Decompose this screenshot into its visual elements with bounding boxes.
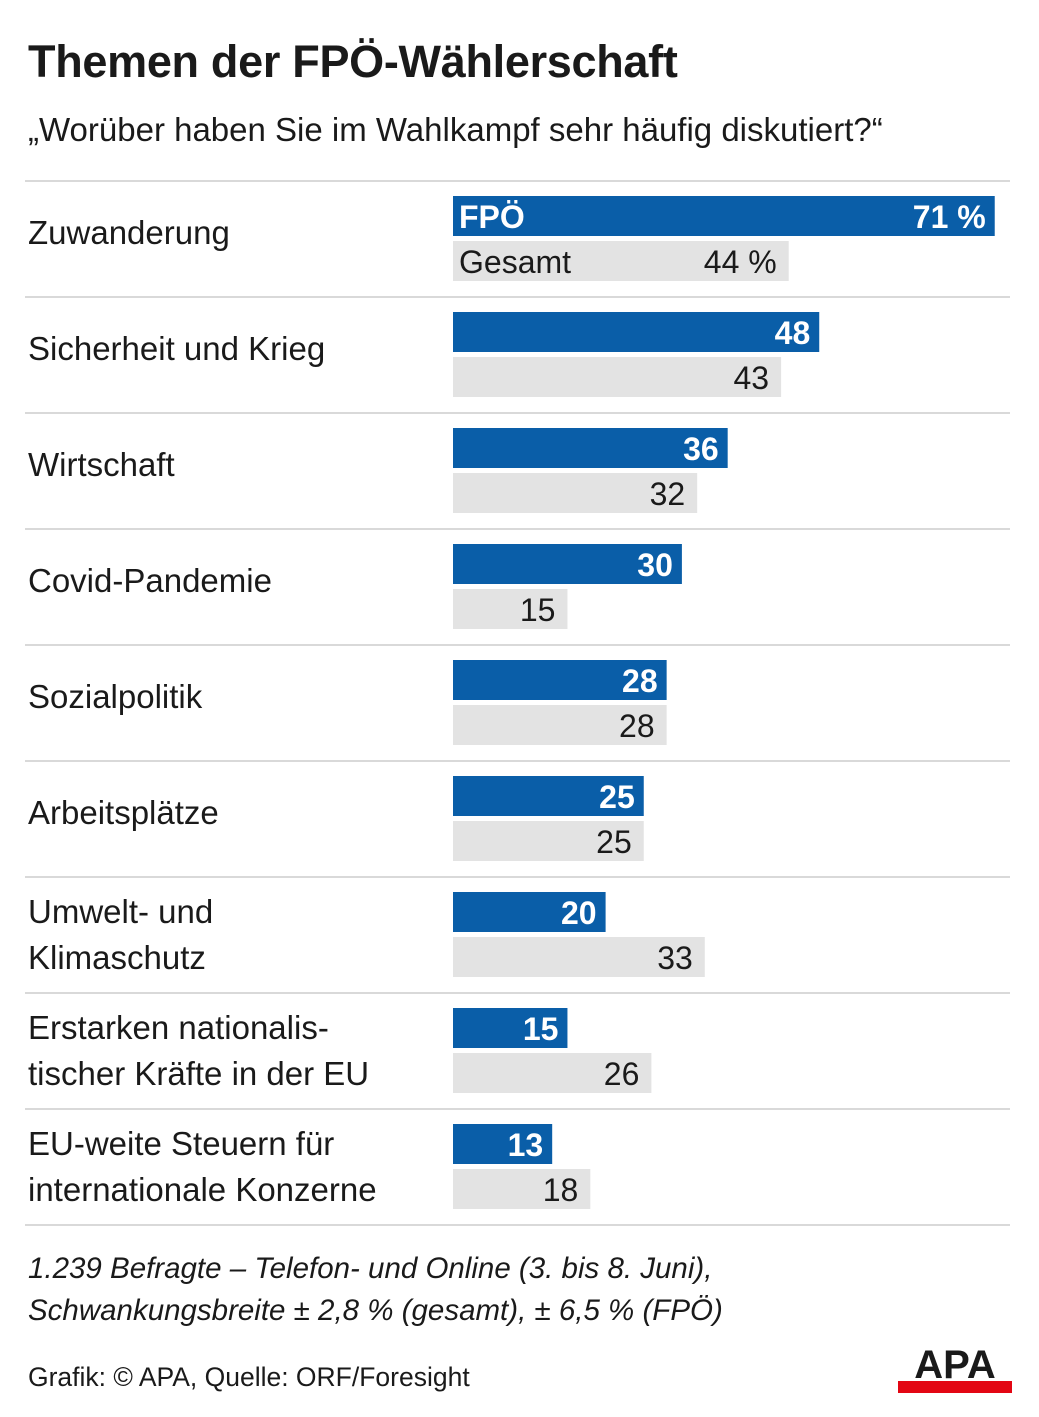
data-label-fpo: 71 % — [913, 199, 986, 235]
bar-gesamt — [453, 1169, 591, 1209]
data-label-gesamt: 26 — [604, 1056, 640, 1092]
data-label-fpo: 25 — [599, 779, 635, 815]
category-label: Umwelt- und Klimaschutz — [28, 893, 213, 976]
data-label-fpo: 36 — [683, 431, 719, 467]
bar-fpo — [453, 776, 644, 816]
category-label: Zuwanderung — [28, 214, 230, 251]
data-label-fpo: 28 — [622, 663, 658, 699]
data-label-gesamt: 25 — [596, 824, 632, 860]
chart-title: Themen der FPÖ-Wählerschaft — [28, 36, 678, 87]
bar-gesamt — [453, 821, 644, 861]
bar-gesamt — [453, 473, 698, 513]
bar-gesamt — [453, 937, 705, 977]
legend-label-gesamt: Gesamt — [459, 244, 571, 280]
category-label: EU-weite Steuern für internationale Konze… — [28, 1125, 377, 1208]
data-label-gesamt: 43 — [733, 360, 769, 396]
footnote: 1.239 Befragte – Telefon- und Online (3.… — [28, 1248, 928, 1332]
data-label-fpo: 20 — [561, 895, 597, 931]
bar-gesamt — [453, 357, 782, 397]
category-label: Arbeitsplätze — [28, 794, 219, 831]
footnote-line-1: 1.239 Befragte – Telefon- und Online (3.… — [28, 1252, 713, 1285]
data-label-gesamt: 33 — [657, 940, 693, 976]
data-label-gesamt: 32 — [650, 476, 686, 512]
logo-text: APA — [914, 1345, 995, 1387]
bar-fpo — [453, 428, 728, 468]
bar-gesamt — [453, 589, 568, 629]
data-label-fpo: 30 — [637, 547, 673, 583]
bar-fpo — [453, 1124, 553, 1164]
bar-fpo — [453, 196, 995, 236]
bar-gesamt — [453, 705, 667, 745]
bar-fpo — [453, 660, 667, 700]
data-label-gesamt: 44 % — [704, 244, 777, 280]
category-label: Wirtschaft — [28, 446, 175, 483]
data-label-fpo: 15 — [523, 1011, 559, 1047]
bar-gesamt — [453, 1053, 652, 1093]
data-label-fpo: 13 — [508, 1127, 544, 1163]
bar-gesamt — [453, 241, 789, 281]
footnote-line-2: Schwankungsbreite ± 2,8 % (gesamt), ± 6,… — [28, 1294, 723, 1327]
data-label-gesamt: 15 — [520, 592, 556, 628]
bar-fpo — [453, 892, 606, 932]
legend-label-fpo: FPÖ — [459, 199, 525, 235]
bar-fpo — [453, 312, 820, 352]
data-label-fpo: 48 — [775, 315, 811, 351]
category-label: Covid-Pandemie — [28, 562, 272, 599]
category-label: Erstarken nationalis-tischer Kräfte in d… — [28, 1009, 369, 1092]
bar-fpo — [453, 1008, 568, 1048]
logo-red-bar — [898, 1381, 1012, 1393]
source-credit: Grafik: © APA, Quelle: ORF/Foresight — [28, 1362, 470, 1392]
data-label-gesamt: 28 — [619, 708, 655, 744]
chart-subtitle: „Worüber haben Sie im Wahlkampf sehr häu… — [28, 111, 883, 148]
apa-logo: APA — [898, 1345, 1012, 1393]
category-label: Sicherheit und Krieg — [28, 330, 325, 367]
data-label-gesamt: 18 — [543, 1172, 579, 1208]
category-label: Sozialpolitik — [28, 678, 203, 715]
bar-fpo — [453, 544, 682, 584]
